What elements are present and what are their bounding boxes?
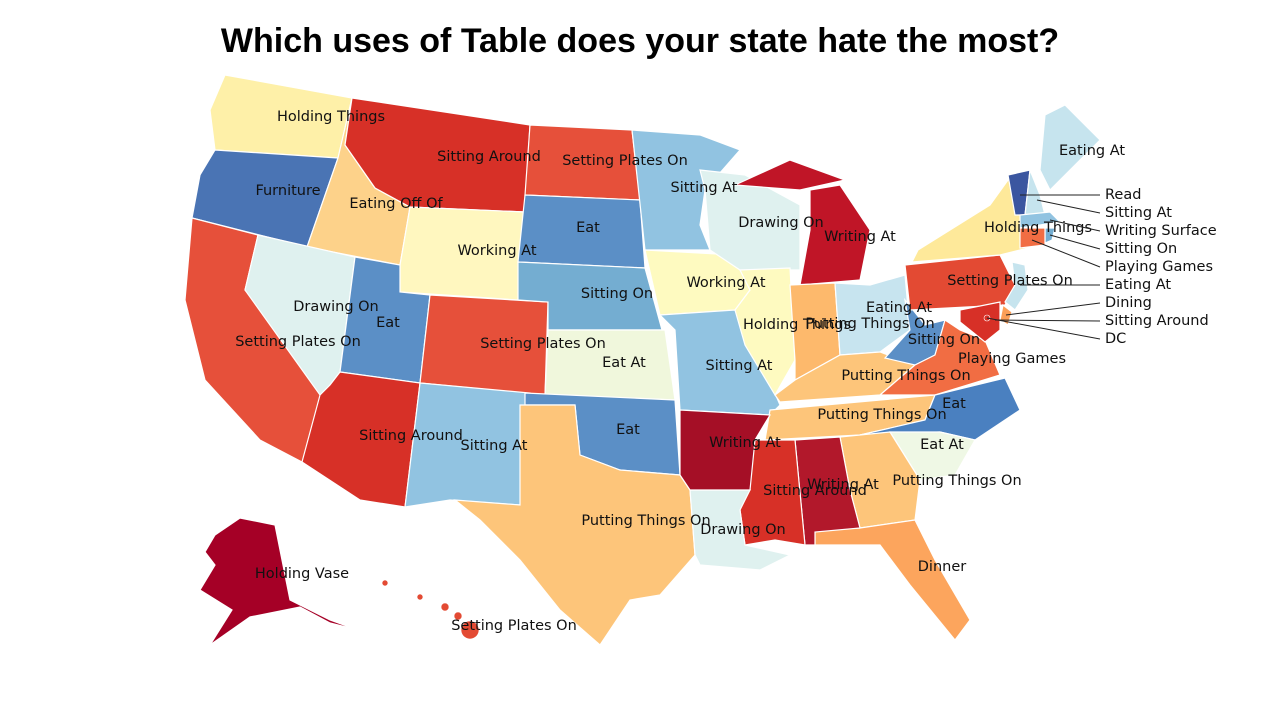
- callout-label: Writing Surface: [1105, 223, 1217, 239]
- state-label: Sitting Around: [763, 483, 867, 499]
- state-label: Eating At: [866, 300, 932, 316]
- state: [453, 404, 696, 646]
- state-labels: Holding Things Furniture Setting Plates On…: [235, 109, 1216, 634]
- state-label: Eat: [376, 315, 400, 331]
- state-label: Sitting Around: [437, 149, 541, 165]
- callout-label: DC: [1105, 331, 1126, 347]
- state: [453, 611, 463, 621]
- state-label: Putting Things On: [892, 473, 1021, 489]
- state-label: Putting Things On: [841, 368, 970, 384]
- state-label: Working At: [686, 275, 765, 291]
- state-label: Playing Games: [958, 351, 1066, 367]
- callout-line: [986, 317, 1101, 340]
- state-label: Eat: [942, 396, 966, 412]
- state-label: Eat At: [920, 437, 964, 453]
- callout-label: Sitting Around: [1105, 313, 1209, 329]
- state-label: Sitting At: [461, 438, 528, 454]
- map-title: Which uses of Table does your state hate…: [221, 22, 1059, 60]
- state: [381, 579, 389, 587]
- state: [199, 517, 359, 646]
- state: [631, 129, 742, 251]
- callout-label: Dining: [1105, 295, 1152, 311]
- state: [799, 184, 871, 286]
- state: [679, 409, 772, 491]
- state: [460, 620, 480, 640]
- state-label: Putting Things On: [817, 407, 946, 423]
- state-label: Writing At: [824, 229, 896, 245]
- state-label: Furniture: [255, 183, 320, 199]
- state-label: Dinner: [918, 559, 966, 575]
- callout-label: Playing Games: [1105, 259, 1213, 275]
- state-label: Holding Vase: [255, 566, 349, 582]
- state-label: Working At: [457, 243, 536, 259]
- state-label: Sitting On: [908, 332, 980, 348]
- callout-line: [994, 319, 1101, 322]
- callout-label: Sitting On: [1105, 241, 1177, 257]
- state-label: Putting Things On: [581, 513, 710, 529]
- state-label: Putting Things On: [805, 316, 934, 332]
- state-label: Sitting On: [581, 286, 653, 302]
- state: [689, 489, 792, 571]
- state-label: Drawing On: [700, 522, 786, 538]
- callout-label: Eating At: [1105, 277, 1171, 293]
- state-label: Sitting At: [706, 358, 773, 374]
- state-label: Writing At: [807, 477, 879, 493]
- state: [814, 519, 971, 641]
- state-label: Setting Plates On: [451, 618, 577, 634]
- state-label: Eat At: [602, 355, 646, 371]
- state-label: Setting Plates On: [235, 334, 361, 350]
- state-label: Eat: [616, 422, 640, 438]
- state: [440, 602, 450, 612]
- state: [416, 593, 424, 601]
- state-label: Sitting Around: [359, 428, 463, 444]
- state-label: Setting Plates On: [480, 336, 606, 352]
- state-label: Drawing On: [293, 299, 379, 315]
- callout-line: [1049, 219, 1101, 232]
- state-label: Eating At: [1059, 143, 1125, 159]
- state-label: Sitting At: [671, 180, 738, 196]
- state-label: Holding Things: [277, 109, 385, 125]
- callout-line: [1049, 234, 1101, 250]
- state: [1004, 261, 1029, 311]
- state-label: Drawing On: [738, 215, 824, 231]
- state-label: Writing At: [709, 435, 781, 451]
- state-label: Eating Off Of: [349, 196, 443, 212]
- callout-label: Read: [1105, 187, 1141, 203]
- state-label: Setting Plates On: [562, 153, 688, 169]
- states: [184, 74, 1101, 646]
- state-label: Holding Things: [743, 317, 851, 333]
- state: [734, 267, 796, 397]
- state: [734, 159, 848, 191]
- state: [399, 206, 526, 301]
- callout-line: [1036, 199, 1101, 214]
- callout-line: [1005, 302, 1101, 316]
- state: [959, 301, 1001, 343]
- state-label: Eat: [576, 220, 600, 236]
- callout-line: [1031, 239, 1101, 268]
- state-label: Holding Things: [984, 220, 1092, 236]
- state-label: Setting Plates On: [947, 273, 1073, 289]
- state: [794, 436, 861, 546]
- callout-label: Sitting At: [1105, 205, 1172, 221]
- state: [1039, 104, 1101, 192]
